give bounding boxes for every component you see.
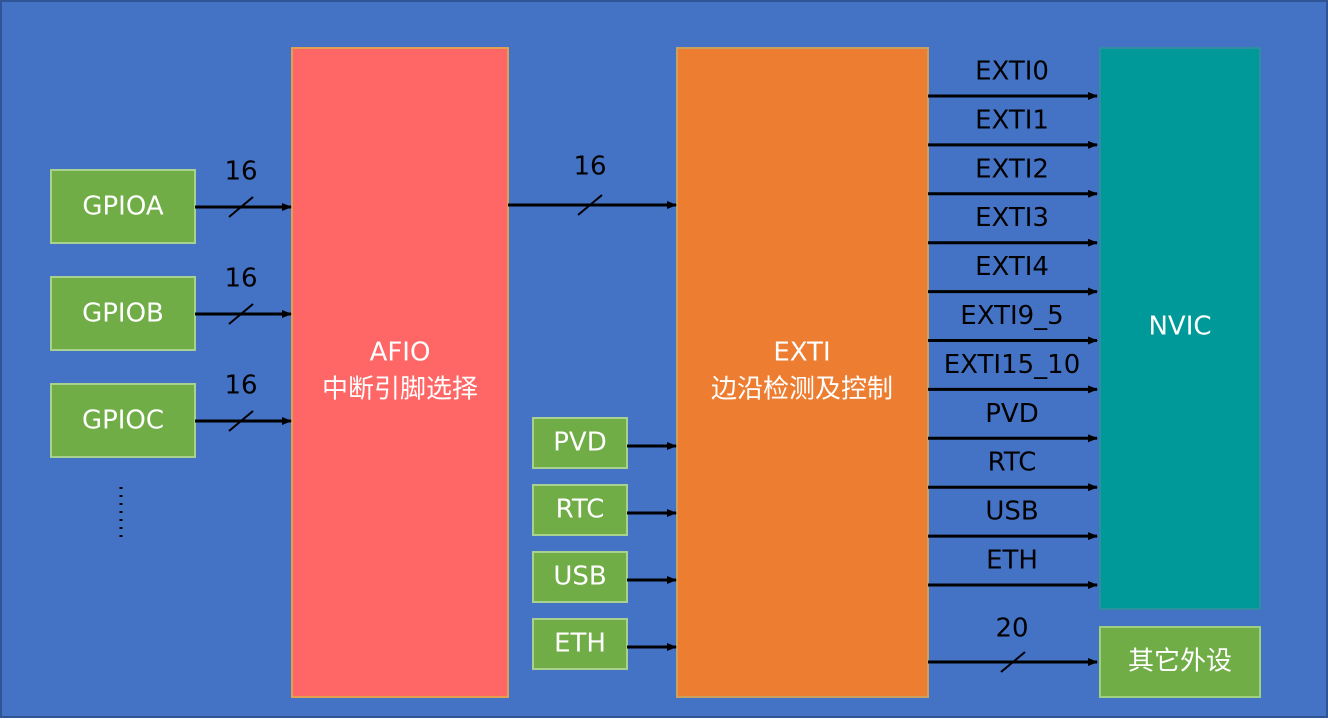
gpio-box <box>50 383 196 458</box>
source-label: PVD <box>553 428 607 458</box>
bus-slash <box>577 194 603 216</box>
source-label: RTC <box>556 495 605 525</box>
bus-slash <box>228 196 254 218</box>
output-label: EXTI2 <box>975 154 1049 184</box>
nvic-label: NVIC <box>1148 312 1211 342</box>
source-box <box>532 484 628 536</box>
output-label: RTC <box>988 448 1037 478</box>
bus-width: 16 <box>224 371 257 401</box>
other-block <box>1099 626 1261 698</box>
source-box <box>532 618 628 670</box>
source-box <box>532 417 628 469</box>
bus-width: 16 <box>224 157 257 187</box>
bus-width: 20 <box>995 614 1028 644</box>
bus-slash <box>228 410 254 432</box>
nvic-block <box>1099 47 1261 610</box>
output-label: USB <box>985 497 1038 527</box>
bus-slash <box>1000 651 1026 673</box>
afio-title: AFIO <box>370 338 431 368</box>
source-label: ETH <box>554 629 606 659</box>
exti-subtitle: 边沿检测及控制 <box>711 375 893 405</box>
output-label: EXTI3 <box>975 203 1049 233</box>
afio-block <box>291 47 509 698</box>
bus-slash <box>228 303 254 325</box>
source-label: USB <box>553 562 606 592</box>
exti-block <box>676 47 929 698</box>
output-label: PVD <box>985 399 1039 429</box>
gpio-box <box>50 169 196 244</box>
output-label: ETH <box>986 546 1038 576</box>
afio-subtitle: 中断引脚选择 <box>322 375 478 405</box>
gpio-label: GPIOB <box>82 299 164 329</box>
source-box <box>532 551 628 603</box>
gpio-label: GPIOA <box>82 192 164 222</box>
output-label: EXTI1 <box>975 105 1049 135</box>
output-label: EXTI9_5 <box>960 301 1063 331</box>
output-label: EXTI0 <box>975 57 1049 87</box>
output-label: EXTI4 <box>975 252 1049 282</box>
other-label: 其它外设 <box>1128 647 1232 677</box>
exti-title: EXTI <box>773 338 830 368</box>
output-label: EXTI15_10 <box>944 350 1081 380</box>
bus-width: 16 <box>224 264 257 294</box>
gpio-label: GPIOC <box>82 406 164 436</box>
bus-width: 16 <box>573 152 606 182</box>
